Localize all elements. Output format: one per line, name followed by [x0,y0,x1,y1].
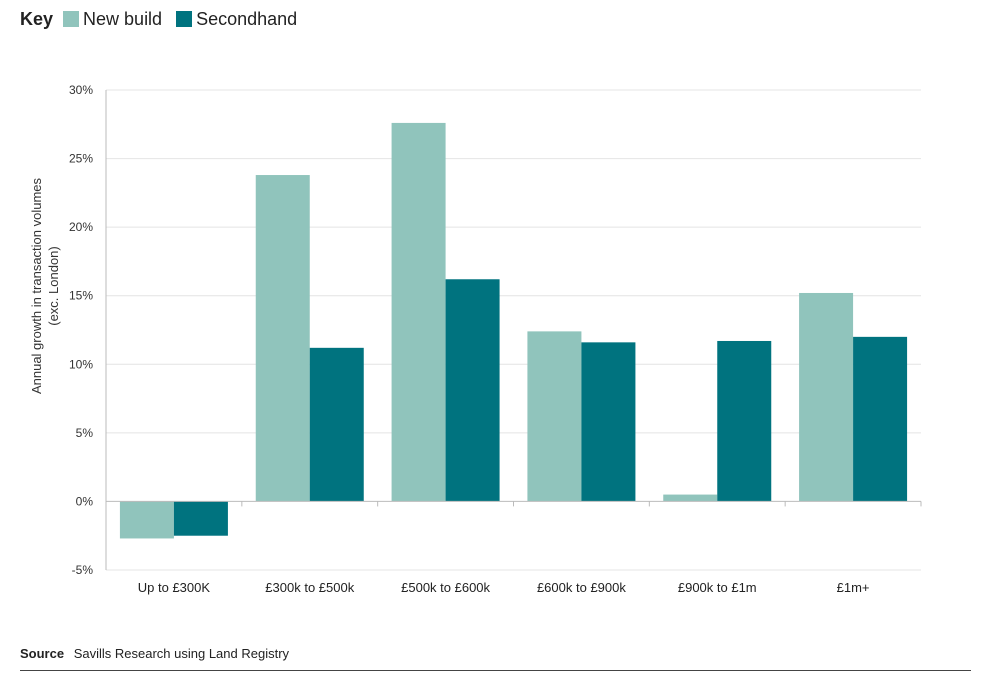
legend-label-new-build: New build [83,8,163,29]
bar-secondhand [581,342,636,502]
y-axis-label: Annual growth in transaction volumes [29,177,44,394]
y-tick-label: 25% [69,152,93,166]
legend-label-secondhand: Secondhand [196,8,298,29]
legend-title: Key [20,8,54,29]
x-tick-label: £300k to £500k [265,580,354,595]
bottom-rule [20,670,971,671]
y-tick-label: -5% [72,563,94,577]
legend-item-secondhand: Secondhand [176,9,297,30]
source-title: Source [20,646,65,661]
x-tick-label: Up to £300K [138,580,211,595]
source-text: Savills Research using Land Registry [73,646,290,661]
legend-swatch-secondhand [176,11,193,27]
x-tick-label: £900k to £1m [678,580,757,595]
bar-secondhand [309,347,364,502]
legend-item-new-build: New build [63,9,162,30]
x-tick-label: £600k to £900k [537,580,626,595]
y-tick-label: 10% [69,357,93,371]
bar-new-build [255,175,310,502]
bar-new-build [527,331,582,502]
x-tick-label: £500k to £600k [401,580,490,595]
bar-secondhand [445,279,500,502]
y-tick-label: 15% [69,289,93,303]
y-axis-label-sub: (exc. London) [46,246,61,326]
bar-chart: -5% 0% 5% 10% 15% 20% 25% 30% Up to £300K £300k t… [29,83,922,595]
source-note: Source Savills Research using Land Regis… [20,646,289,661]
bar-new-build [119,501,174,539]
legend: Key New build Secondhand [20,8,311,30]
bar-secondhand [173,501,228,536]
y-tick-label: 0% [76,494,94,508]
bar-new-build [799,292,854,502]
bar-secondhand [717,340,772,502]
bar-new-build [391,122,446,502]
bar-new-build [663,494,718,502]
x-tick-label: £1m+ [837,580,870,595]
y-tick-label: 30% [69,83,93,97]
bar-secondhand [853,336,908,502]
y-tick-label: 5% [76,426,94,440]
y-tick-label: 20% [69,220,93,234]
legend-swatch-new-build [63,11,80,27]
